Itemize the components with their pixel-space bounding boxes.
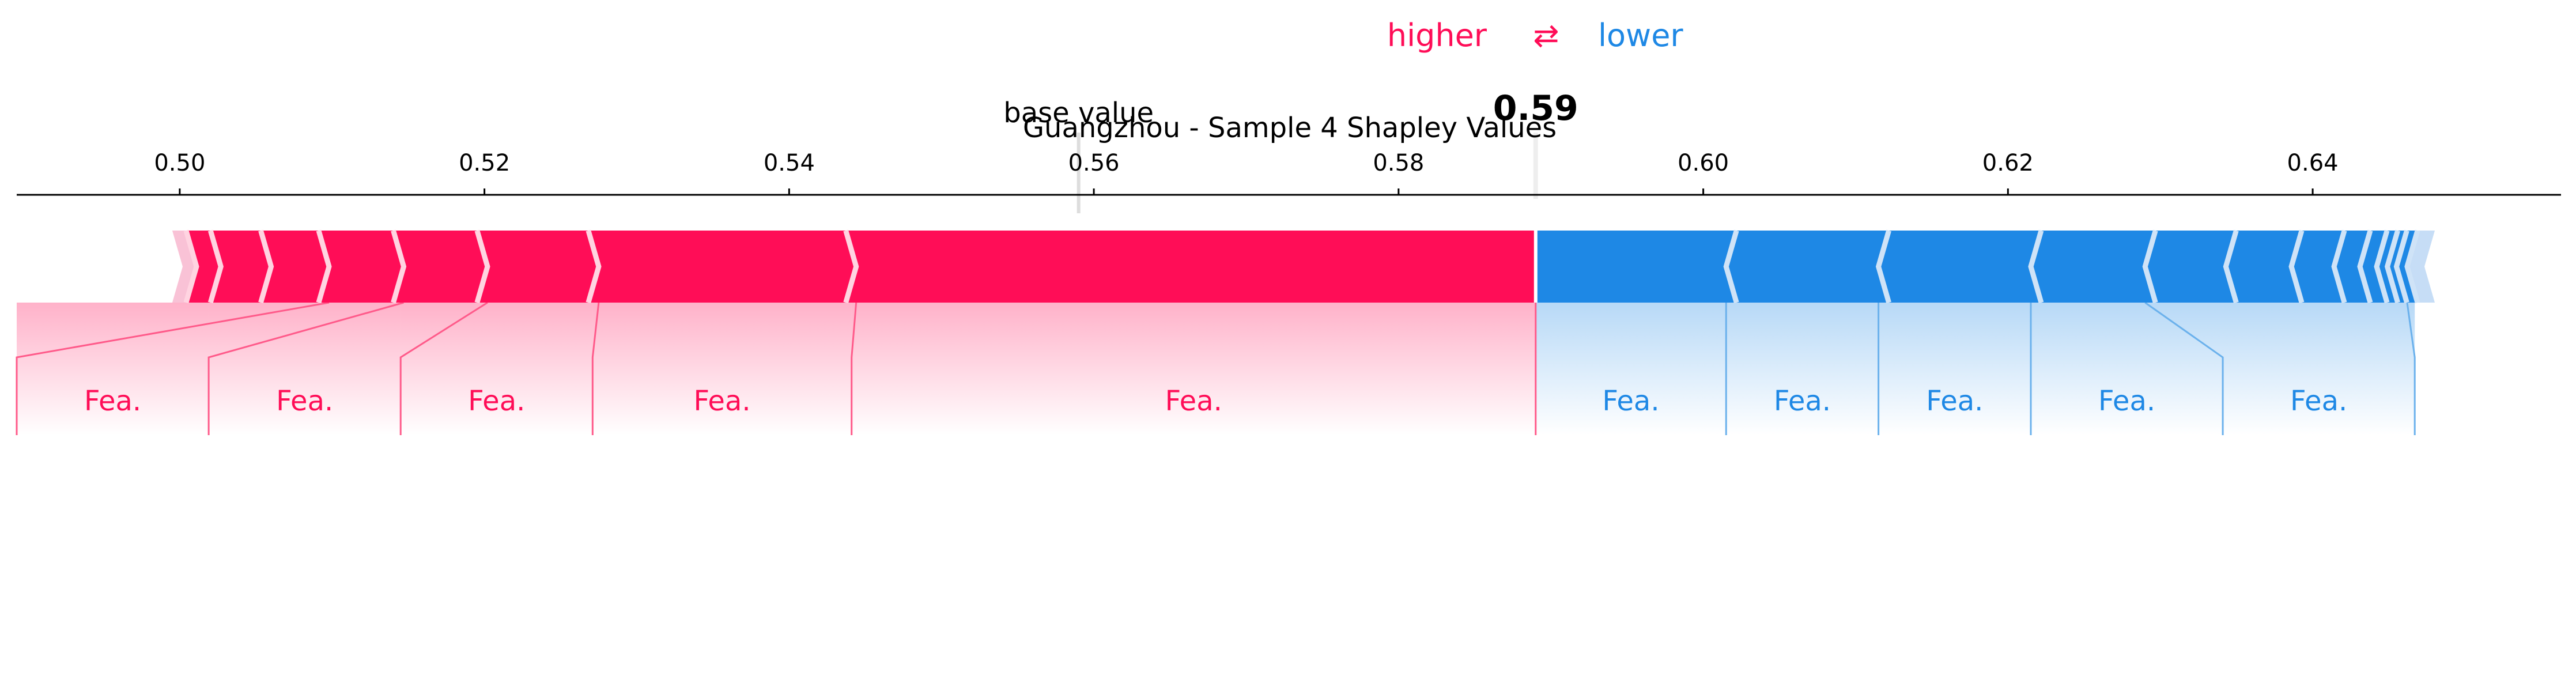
higher-feature-separator [183, 229, 199, 304]
lower-feature-separator [2393, 229, 2409, 304]
lower-feature-separator [1723, 229, 1739, 304]
higher-force-bar [186, 231, 1536, 303]
x-tick-label: 0.62 [1982, 150, 2034, 176]
feature-connector-line [851, 302, 858, 435]
higher-feature-separator [258, 229, 274, 304]
legend-lower-label: lower [1598, 17, 1683, 54]
feature-label: Fea. [1926, 385, 1983, 417]
lower-feature-separator [2142, 229, 2158, 304]
lower-force-bar [1535, 231, 2418, 303]
feature-label-fill [592, 303, 852, 435]
higher-feature-separator [843, 229, 859, 304]
lower-feature-separator [2288, 229, 2305, 304]
force-bar-layer [172, 229, 2435, 304]
feature-label-fill [2223, 303, 2415, 435]
x-tick-label: 0.50 [154, 150, 205, 176]
lower-feature-separator [2374, 229, 2390, 304]
feature-label-fill [17, 303, 209, 435]
feature-label-fill [2030, 303, 2223, 435]
output-value-label: 0.59 [1493, 88, 1578, 129]
feature-label: Fea. [2098, 385, 2155, 417]
higher-feature-separator [474, 229, 490, 304]
x-tick-label: 0.60 [1678, 150, 1729, 176]
lower-feature-separator [2331, 229, 2347, 304]
lower-feature-separator [2028, 229, 2044, 304]
legend-higher-label: higher [1387, 17, 1487, 54]
x-tick-label: 0.64 [2287, 150, 2339, 176]
feature-label: Fea. [2290, 385, 2347, 417]
feature-label-fill [1878, 303, 2031, 435]
x-axis: 0.50 0.52 0.54 0.56 0.58 0.60 0.62 0.64 [17, 150, 2561, 196]
base-value-label: base value [1003, 97, 1154, 129]
feature-label: Fea. [1602, 385, 1659, 417]
feature-label-fill [1535, 303, 1727, 435]
feature-label-fill [209, 303, 401, 435]
lower-feature-separator [1875, 229, 1891, 304]
feature-label: Fea. [276, 385, 333, 417]
feature-connector-line [2406, 302, 2416, 435]
x-tick-label: 0.56 [1068, 150, 1120, 176]
feature-label: Fea. [1774, 385, 1831, 417]
chart-title: Guangzhou - Sample 4 Shapley Values [1023, 112, 1557, 144]
higher-feature-separator [391, 229, 407, 304]
feature-label: Fea. [468, 385, 525, 417]
lower-feature-separator [2357, 229, 2373, 304]
feature-label-fill [851, 303, 1536, 435]
feature-connector-line [399, 301, 488, 435]
feature-label-fill [1726, 303, 1879, 435]
higher-feature-separator [207, 229, 224, 304]
feature-label: Fea. [1165, 385, 1222, 417]
higher-feature-separator [316, 229, 332, 304]
feature-label-layer: Fea. Fea. Fea. Fea. Fea. Fea. Fea. Fea. Fea. Fea. [16, 301, 2416, 435]
lower-feature-separator [2404, 229, 2420, 304]
x-tick-label: 0.58 [1373, 150, 1424, 176]
higher-feature-separator [586, 229, 602, 304]
x-tick-label: 0.52 [459, 150, 510, 176]
x-tick-label: 0.54 [764, 150, 815, 176]
lower-feature-separator [2223, 229, 2239, 304]
lower-feature-separator [2384, 229, 2400, 304]
feature-label-fill [401, 303, 593, 435]
feature-connector-line [2144, 301, 2224, 435]
feature-label: Fea. [693, 385, 750, 417]
feature-connector-line [16, 301, 330, 435]
feature-label: Fea. [84, 385, 141, 417]
feature-connector-line [591, 302, 600, 435]
legend-swap-arrow-icon: ⇄ [1533, 17, 1559, 54]
feature-connector-line [207, 301, 404, 435]
